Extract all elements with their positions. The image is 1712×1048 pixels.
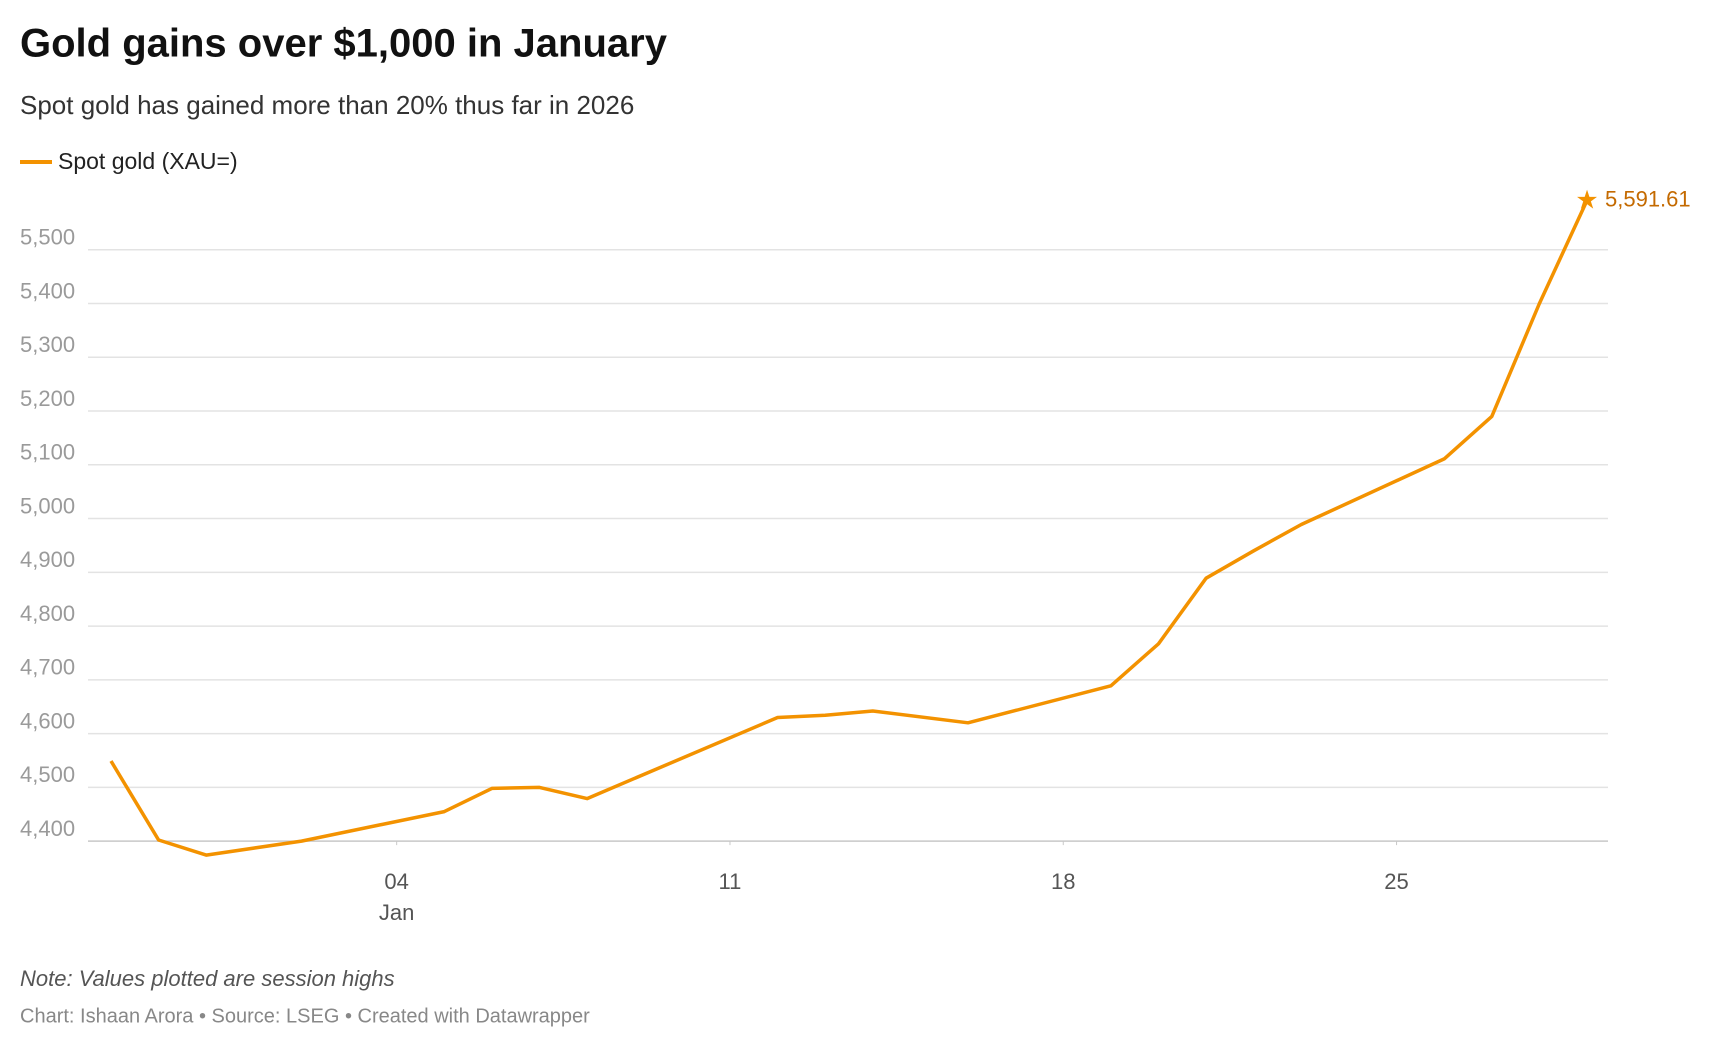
- y-tick-label: 4,400: [20, 816, 75, 841]
- chart-subtitle: Spot gold has gained more than 20% thus …: [20, 90, 634, 120]
- legend-label: Spot gold (XAU=): [58, 148, 238, 174]
- chart-title: Gold gains over $1,000 in January: [20, 22, 668, 66]
- y-tick-label: 5,100: [20, 440, 75, 465]
- y-tick-label: 4,600: [20, 708, 75, 733]
- y-tick-label: 4,500: [20, 762, 75, 787]
- y-tick-label: 5,500: [20, 225, 75, 250]
- line: [109, 199, 1589, 857]
- y-tick-label: 5,300: [20, 332, 75, 357]
- x-tick-label: 25: [1384, 869, 1408, 894]
- x-tick-label: 11: [719, 869, 742, 894]
- y-tick-label: 5,400: [20, 278, 75, 303]
- x-period-label: Jan: [379, 900, 414, 925]
- y-tick-label: 5,200: [20, 386, 75, 411]
- note: Note: Values plotted are session highs: [20, 966, 395, 991]
- x-tick-label: 18: [1051, 869, 1075, 894]
- source: Chart: Ishaan Arora • Source: LSEG • Cre…: [20, 1005, 590, 1027]
- y-tick-label: 5,000: [20, 493, 75, 518]
- y-tick-label: 4,700: [20, 655, 75, 680]
- value-label: 5,591.61: [1605, 186, 1691, 211]
- end-marker: ★: [1575, 184, 1598, 214]
- y-tick-label: 4,900: [20, 547, 75, 572]
- x-tick-label: 04: [384, 869, 408, 894]
- y-tick-label: 4,800: [20, 601, 75, 626]
